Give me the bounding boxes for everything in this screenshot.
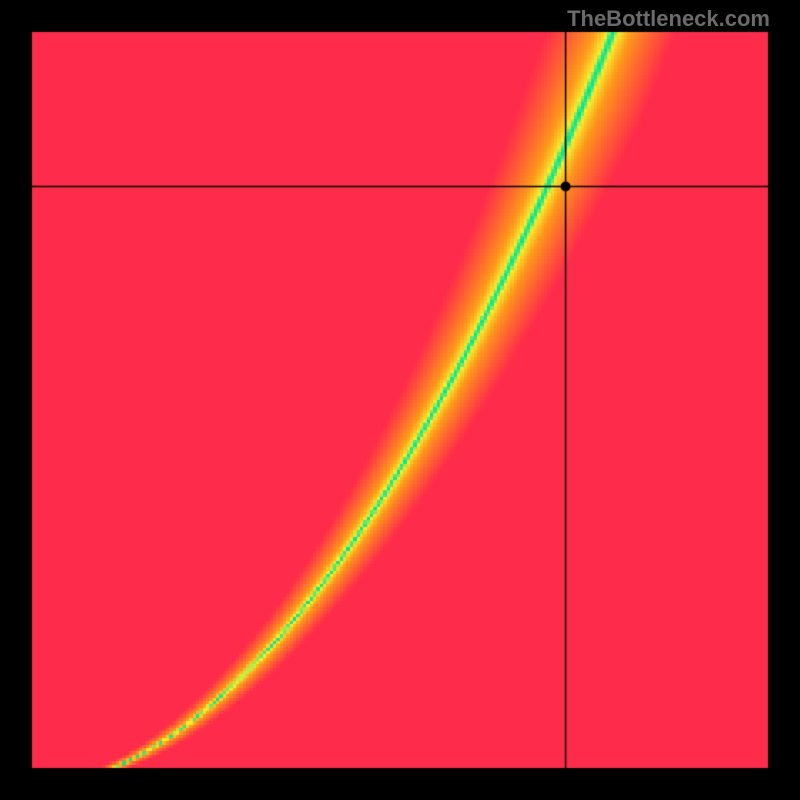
bottleneck-heatmap (0, 0, 800, 800)
watermark-text: TheBottleneck.com (567, 6, 770, 32)
